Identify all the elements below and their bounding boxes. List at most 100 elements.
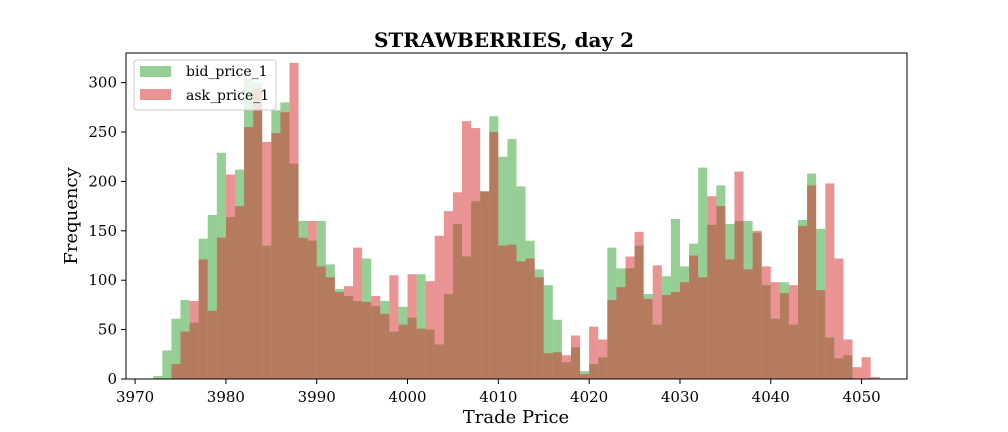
- ask-bar: [625, 256, 635, 379]
- ask-bar: [343, 286, 354, 379]
- ask-bar: [353, 247, 363, 379]
- bars-layer: [153, 62, 880, 380]
- x-tick-label: 4010: [479, 388, 517, 406]
- ask-bar: [761, 266, 771, 379]
- y-tick-label: 300: [88, 74, 117, 92]
- ask-bar: [380, 313, 390, 379]
- ask-bar: [398, 324, 408, 379]
- x-tick-label: 3990: [298, 388, 336, 406]
- ask-bar: [443, 211, 453, 379]
- ask-bar: [207, 310, 217, 379]
- ask-bar: [716, 206, 726, 379]
- ask-bar: [743, 269, 753, 379]
- ask-bar: [779, 293, 789, 379]
- bid-bar: [416, 274, 426, 379]
- ask-bar: [788, 285, 799, 379]
- ask-bar: [534, 277, 544, 379]
- ask-bar: [634, 231, 644, 379]
- ask-bar: [561, 355, 571, 379]
- ask-bar: [234, 206, 245, 379]
- ask-bar: [452, 192, 463, 379]
- ask-bar: [507, 244, 517, 379]
- ask-bar: [598, 339, 608, 379]
- bid-bar: [552, 319, 562, 379]
- ask-bar: [262, 141, 272, 379]
- ask-bar: [643, 298, 653, 379]
- ask-bar: [807, 185, 817, 379]
- ask-bar: [471, 128, 481, 379]
- ask-bar: [570, 335, 581, 379]
- ask-bar: [307, 220, 317, 379]
- x-tick-label: 4050: [842, 388, 880, 406]
- ask-bar: [325, 277, 335, 379]
- ask-bar: [525, 258, 535, 379]
- legend: bid_price_1 ask_price_1: [133, 59, 277, 111]
- bid-bar: [171, 318, 181, 379]
- ask-bar: [707, 196, 717, 379]
- x-tick-label: 4030: [661, 388, 699, 406]
- ask-bar: [498, 245, 508, 379]
- ask-bar: [389, 275, 399, 379]
- ask-bar: [661, 295, 671, 379]
- ask-bar: [616, 287, 626, 379]
- ask-bar: [752, 230, 762, 379]
- legend-swatch-bid: [140, 66, 171, 77]
- bid-bar: [162, 350, 172, 379]
- ask-bar: [298, 237, 308, 379]
- y-axis: 0 50 100 150 200 250 300: [88, 74, 126, 388]
- ask-bar: [552, 352, 562, 379]
- ask-bar: [861, 357, 871, 379]
- ask-bar: [825, 183, 835, 379]
- ask-bar: [462, 121, 472, 379]
- chart-title: STRAWBERRIES, day 2: [374, 28, 634, 52]
- plot-area-frame: [125, 52, 908, 380]
- x-tick-label: 3980: [207, 388, 245, 406]
- x-axis: 3970 3980 3990 4000 4010 4020 4030 4040 4050: [116, 379, 881, 406]
- ask-bar: [770, 282, 780, 379]
- ask-bar: [425, 281, 435, 379]
- ask-bar: [734, 171, 744, 379]
- y-tick-label: 50: [98, 321, 117, 339]
- ask-bar: [725, 259, 735, 379]
- ask-bar: [516, 261, 526, 379]
- ask-bar: [216, 237, 226, 379]
- ask-bar: [679, 282, 690, 379]
- ask-bar: [189, 300, 199, 379]
- ask-bar: [334, 292, 344, 379]
- ask-bar: [171, 364, 181, 379]
- ask-bar: [244, 127, 254, 379]
- x-axis-label: Trade Price: [463, 407, 569, 428]
- x-tick-label: 3970: [116, 388, 154, 406]
- x-tick-label: 4020: [570, 388, 608, 406]
- ask-bar: [362, 301, 372, 379]
- ask-bar: [698, 277, 708, 379]
- ask-bar: [652, 265, 662, 379]
- y-tick-label: 200: [88, 172, 117, 190]
- ask-bar: [580, 374, 590, 379]
- ask-bar: [670, 292, 680, 379]
- ask-bar: [407, 274, 417, 379]
- ask-bar: [798, 225, 808, 379]
- ask-bar: [253, 88, 263, 379]
- bid-bar: [153, 376, 163, 379]
- ask-bar: [416, 328, 426, 379]
- ask-bar: [870, 377, 880, 379]
- legend-label-ask: ask_price_1: [186, 88, 269, 104]
- x-tick-label: 4000: [388, 388, 426, 406]
- ask-bar: [607, 299, 617, 379]
- legend-label-bid: bid_price_1: [186, 64, 268, 80]
- bid-bar: [207, 215, 217, 379]
- ask-bar: [543, 353, 553, 379]
- ask-bar: [371, 296, 381, 379]
- ask-bar: [198, 259, 208, 379]
- ask-bar: [225, 174, 235, 379]
- ask-bar: [689, 255, 699, 379]
- bid-bar: [698, 167, 708, 379]
- ask-bar: [489, 132, 499, 379]
- ask-bar: [180, 331, 190, 379]
- ask-bar: [280, 112, 290, 380]
- ask-bar: [852, 367, 862, 379]
- ask-bar: [843, 339, 853, 379]
- ask-bar: [271, 133, 281, 379]
- y-tick-label: 250: [88, 123, 117, 141]
